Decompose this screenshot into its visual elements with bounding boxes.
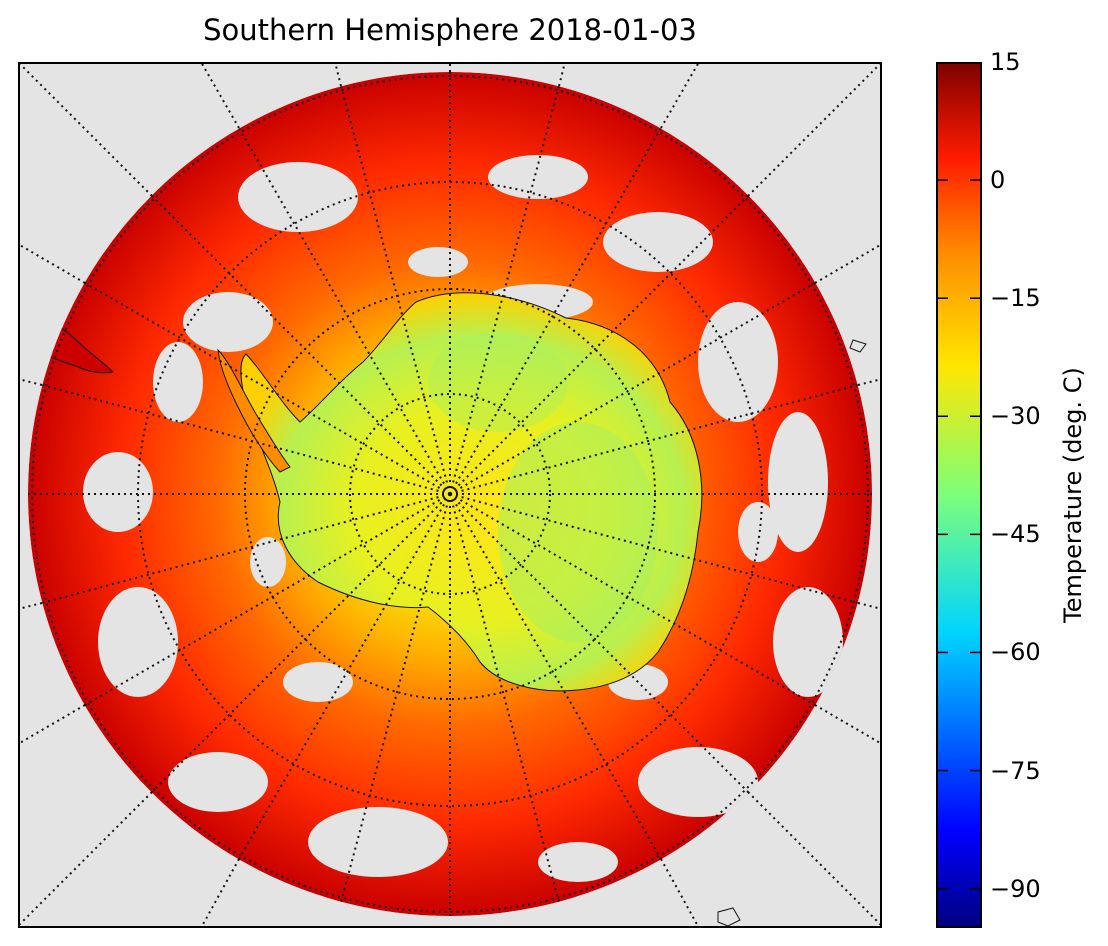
map-frame-border: [18, 62, 882, 928]
graticule-parallels: [31, 75, 869, 913]
colorbar-tick-label: −75: [990, 756, 1041, 785]
colorbar-ticks: [937, 61, 981, 890]
colorbar-tick-label: 15: [990, 48, 1021, 76]
colorbar-label: Temperature (deg. C): [1059, 367, 1087, 623]
missing-data-patches: [83, 155, 843, 882]
colorbar-tick-label: −15: [990, 284, 1041, 313]
map-title: Southern Hemisphere 2018-01-03: [203, 13, 697, 47]
colorbar-tick-label: 0: [990, 166, 1006, 195]
antarctic-peninsula: [217, 348, 291, 473]
colorbar-gradient: [936, 62, 982, 928]
map-panel: [18, 62, 882, 928]
colorbar-tick-label: −45: [990, 520, 1041, 549]
colorbar-tick-label: −90: [990, 874, 1041, 903]
cold-plateau-east: [428, 332, 568, 432]
colorbar: [936, 61, 982, 928]
tasmania-coast: [717, 907, 741, 927]
new-zealand-coast: [849, 339, 867, 353]
graticule-meridians: [28, 72, 872, 916]
graticule-outer: [18, 62, 882, 928]
cold-plateau: [498, 422, 658, 642]
colorbar-tick-label: −30: [990, 402, 1041, 431]
colorbar-tick-label: −60: [990, 638, 1041, 667]
